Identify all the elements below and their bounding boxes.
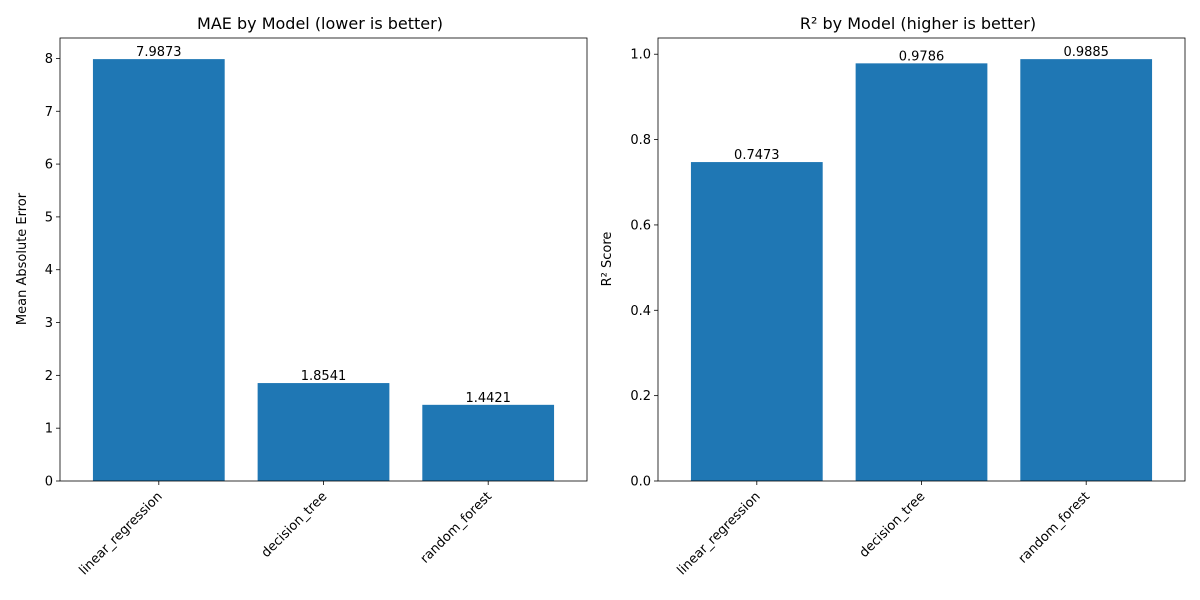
bar-value-label: 0.9786: [899, 49, 945, 64]
mae-chart: MAE by Model (lower is better) Mean Abso…: [15, 14, 588, 578]
chart-title: MAE by Model (lower is better): [197, 14, 443, 33]
x-tick-label: decision_tree: [259, 489, 331, 561]
y-tick-label: 4: [45, 263, 53, 278]
bar-random-forest: [422, 404, 555, 481]
bar-linear-regression: [690, 162, 823, 481]
y-tick-label: 8: [45, 52, 53, 67]
x-tick-label: linear_regression: [77, 489, 166, 578]
y-tick-label: 3: [45, 316, 53, 331]
bar-value-label: 1.8541: [301, 369, 347, 384]
bar-value-label: 1.4421: [465, 391, 511, 406]
y-tick-label: 5: [45, 210, 53, 225]
bar-decision-tree: [257, 383, 390, 481]
x-tick-label: decision_tree: [857, 489, 929, 561]
y-tick-label: 0: [45, 475, 53, 490]
y-tick-label: 6: [45, 158, 53, 173]
bar-decision-tree: [855, 63, 988, 481]
y-tick-label: 0.0: [630, 475, 651, 490]
y-axis-label: R² Score: [600, 232, 615, 287]
bar-value-label: 7.9873: [136, 45, 182, 60]
r2-chart: R² by Model (higher is better) R² Score …: [600, 14, 1186, 578]
bar-random-forest: [1020, 59, 1153, 481]
bar-linear-regression: [92, 59, 225, 482]
y-tick-label: 1: [45, 422, 53, 437]
y-tick-label: 0.6: [630, 218, 651, 233]
y-axis-label: Mean Absolute Error: [15, 192, 30, 325]
bar-value-label: 0.9885: [1063, 45, 1109, 60]
x-tick-label: random_forest: [1016, 489, 1093, 566]
x-tick-label: linear_regression: [675, 489, 764, 578]
y-tick-label: 0.8: [630, 133, 651, 148]
y-tick-label: 0.2: [630, 389, 651, 404]
y-tick-label: 1.0: [630, 48, 651, 63]
y-tick-label: 2: [45, 369, 53, 384]
y-tick-label: 7: [45, 105, 53, 120]
x-tick-label: random_forest: [418, 489, 495, 566]
bar-value-label: 0.7473: [734, 148, 780, 163]
chart-title: R² by Model (higher is better): [800, 14, 1036, 33]
y-tick-label: 0.4: [630, 304, 651, 319]
